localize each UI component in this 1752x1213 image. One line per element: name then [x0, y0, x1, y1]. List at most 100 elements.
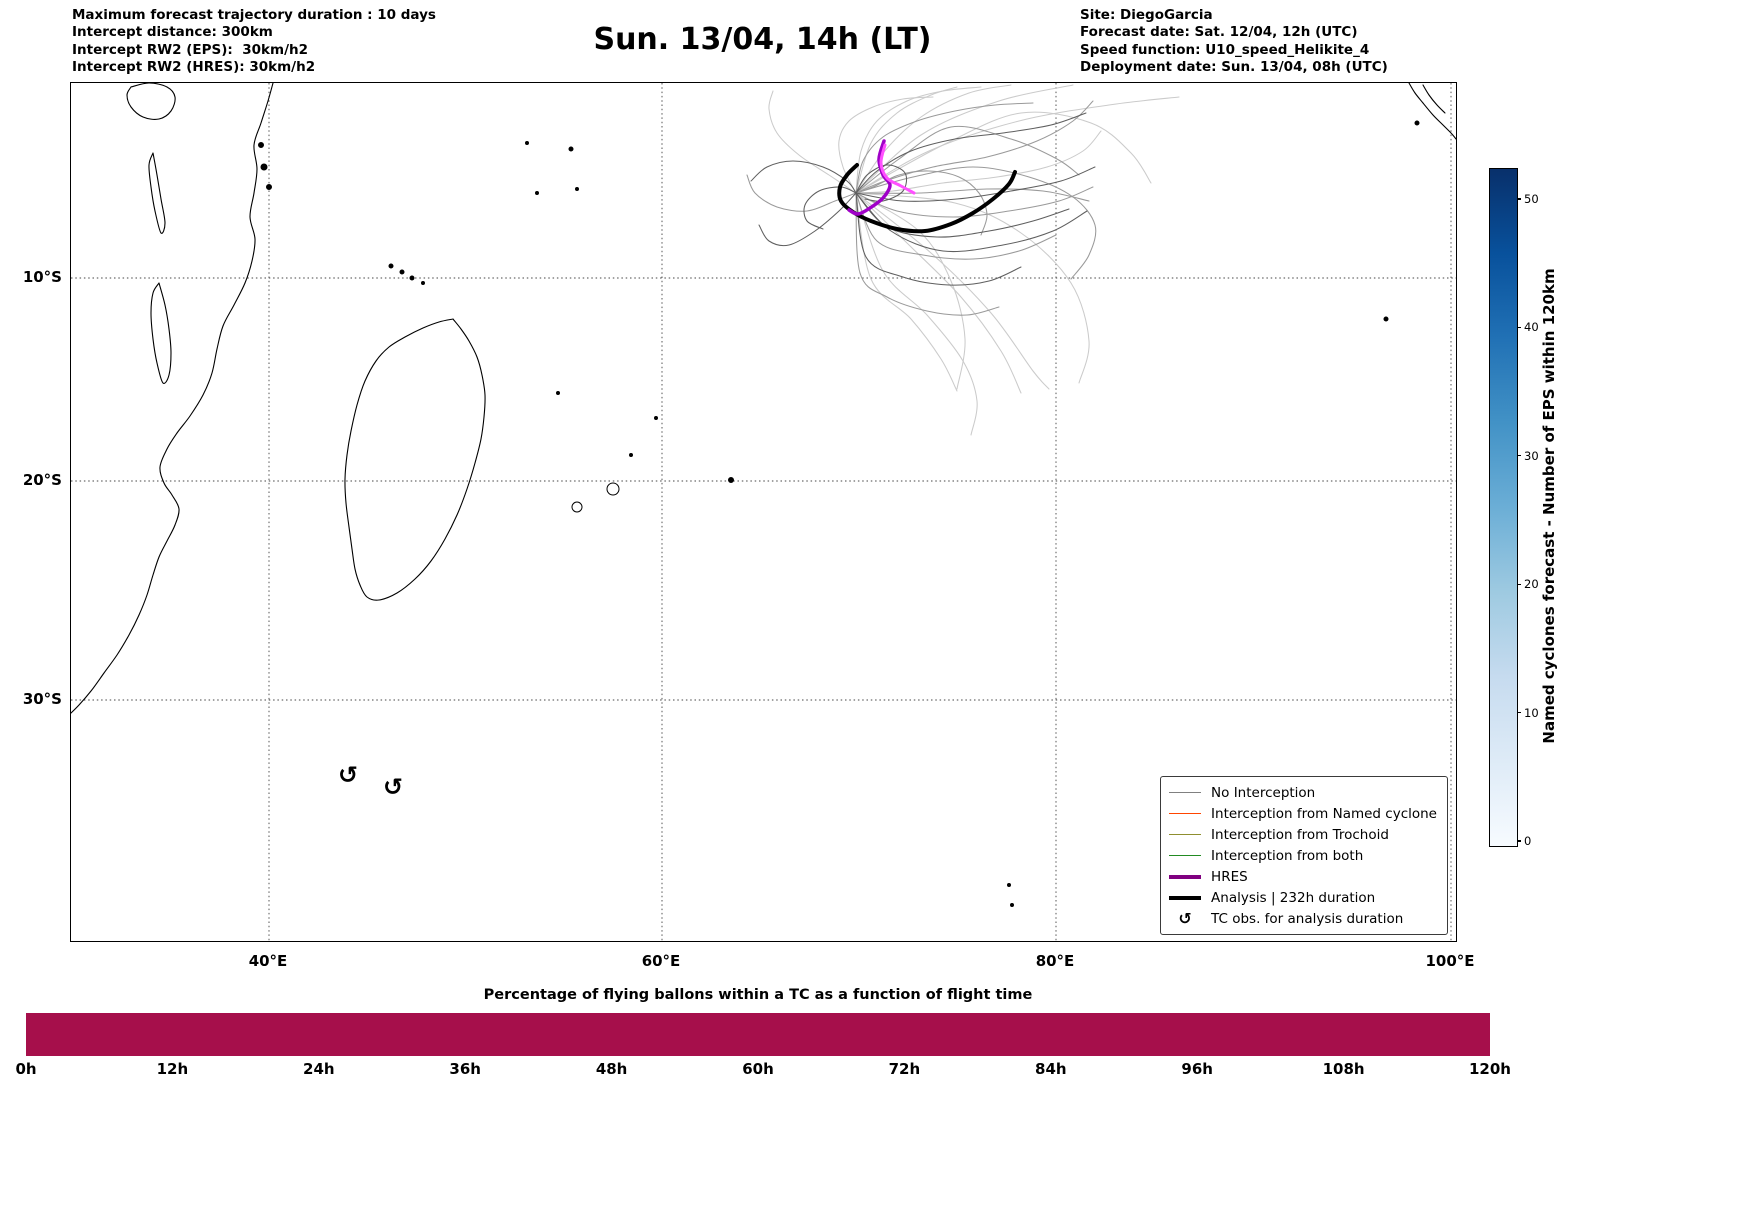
flight-bar-x-tick-label: 36h — [449, 1060, 481, 1078]
coastline — [126, 83, 176, 120]
legend-label: Analysis | 232h duration — [1211, 889, 1376, 906]
analysis-track — [837, 163, 1017, 234]
legend-label: Interception from Trochoid — [1211, 826, 1389, 843]
hres-track — [847, 139, 892, 216]
island — [575, 187, 579, 191]
eps-trajectory — [855, 166, 1097, 280]
island — [1010, 903, 1014, 907]
legend-line — [1169, 874, 1202, 879]
island — [535, 191, 539, 195]
island — [568, 146, 574, 152]
eps-trajectory — [838, 96, 934, 194]
coastline — [150, 282, 172, 384]
colorbar-tickmark — [1517, 583, 1521, 585]
eps-trajectory — [855, 86, 982, 194]
map-y-tick-label: 20°S — [22, 471, 62, 489]
flight-bar-x-tick-label: 72h — [888, 1060, 921, 1078]
island — [556, 391, 560, 395]
legend-label: No Interception — [1211, 784, 1316, 801]
eps-trajectory — [855, 170, 988, 236]
legend-label: TC obs. for analysis duration — [1211, 910, 1404, 927]
trajectory-map: ↺ ↺ No Interception Interception from Name… — [70, 82, 1457, 942]
plot-title: Sun. 13/04, 14h (LT) — [593, 22, 932, 57]
hres-track-bright — [879, 143, 916, 195]
colorbar-label: Named cyclones forecast - Number of EPS … — [1540, 268, 1558, 744]
island — [1414, 120, 1420, 126]
map-y-tick-label: 10°S — [22, 268, 62, 286]
eps-trajectory — [855, 125, 1080, 194]
colorbar-tickmark — [1517, 840, 1521, 842]
flight-bar-x-tick-label: 0h — [15, 1060, 37, 1078]
map-x-tick-label: 100°E — [1425, 952, 1475, 970]
island — [421, 281, 425, 285]
legend-item: Interception from both — [1169, 845, 1437, 866]
colorbar — [1489, 168, 1518, 847]
island — [525, 141, 529, 145]
eps-trajectory — [855, 112, 1087, 194]
eps-trajectory — [855, 130, 1102, 194]
eps-trajectory — [855, 192, 1090, 384]
colorbar-tickmark — [1517, 711, 1521, 714]
island — [260, 163, 268, 171]
island — [571, 501, 583, 513]
eps-trajectory — [855, 111, 1152, 194]
island — [409, 275, 415, 281]
legend-line — [1169, 813, 1202, 814]
legend-line-swatch — [1169, 813, 1202, 814]
island — [388, 263, 394, 269]
flight-bar-x-tick-label: 48h — [595, 1060, 628, 1078]
map-canvas: ↺ ↺ — [71, 83, 1456, 941]
colorbar-tick-label: 50 — [1524, 192, 1539, 206]
colorbar-tickmark — [1517, 455, 1521, 457]
map-x-tick-label: 80°E — [1035, 952, 1075, 970]
header-right-block: Site: DiegoGarcia Forecast date: Sat. 12… — [1080, 7, 1388, 77]
colorbar-tick-label: 40 — [1524, 320, 1539, 335]
eps-trajectory — [746, 174, 857, 212]
flight-bar-x-tick-label: 108h — [1322, 1060, 1365, 1078]
island — [399, 269, 405, 275]
map-legend: No Interception Interception from Named c… — [1160, 776, 1448, 935]
deployment-date-text: Deployment date: Sun. 13/04, 08h (UTC) — [1080, 59, 1388, 76]
tc-obs-legend-icon: ↺ — [1178, 909, 1192, 928]
legend-label: HRES — [1211, 868, 1248, 885]
intercept-rw2-eps-text: Intercept RW2 (EPS): 30km/h2 — [72, 41, 308, 58]
legend-label: Interception from Named cyclone — [1211, 805, 1437, 822]
flight-bar-x-tick-label: 120h — [1469, 1060, 1511, 1078]
colorbar-tick-label: 20 — [1524, 577, 1539, 592]
coastline — [148, 152, 166, 234]
eps-trajectory — [855, 188, 1090, 202]
eps-trajectory — [855, 192, 1022, 286]
eps-trajectory — [855, 192, 966, 390]
header-left-block: Maximum forecast trajectory duration : 1… — [72, 7, 436, 77]
eps-trajectory — [855, 192, 978, 436]
legend-line-swatch — [1169, 834, 1202, 835]
colorbar-tick-label: 0 — [1524, 833, 1532, 848]
island — [728, 477, 734, 483]
legend-line-swatch — [1169, 792, 1202, 793]
eps-trajectory — [855, 192, 1088, 253]
island — [266, 184, 272, 190]
flight-bar-x-tick-label: 84h — [1035, 1060, 1067, 1078]
eps-trajectory — [855, 102, 1034, 194]
eps-trajectory — [855, 164, 908, 202]
tc-obs-marker-icon: ↺ — [383, 773, 403, 801]
flight-bar-x-tick-label: 24h — [303, 1060, 335, 1078]
eps-trajectory — [758, 192, 857, 247]
eps-trajectory — [855, 166, 1096, 202]
eps-trajectory — [768, 90, 857, 194]
map-y-tick-label: 30°S — [22, 690, 62, 708]
island — [1007, 883, 1011, 887]
flight-bar-x-tick-label: 96h — [1181, 1060, 1213, 1078]
flight-bar-x-tick-label: 60h — [742, 1060, 774, 1078]
eps-trajectory — [855, 96, 1180, 194]
legend-line-swatch — [1169, 855, 1202, 856]
eps-trajectory — [803, 186, 857, 230]
max-duration-text: Maximum forecast trajectory duration : 1… — [72, 7, 436, 23]
colorbar-tickmark — [1517, 326, 1521, 328]
eps-trajectory — [855, 192, 958, 392]
map-x-tick-label: 60°E — [641, 952, 681, 970]
legend-item: ↺ TC obs. for analysis duration — [1169, 908, 1437, 929]
coastline — [1408, 83, 1456, 140]
forecast-date-text: Forecast date: Sat. 12/04, 12h (UTC) — [1080, 24, 1358, 41]
